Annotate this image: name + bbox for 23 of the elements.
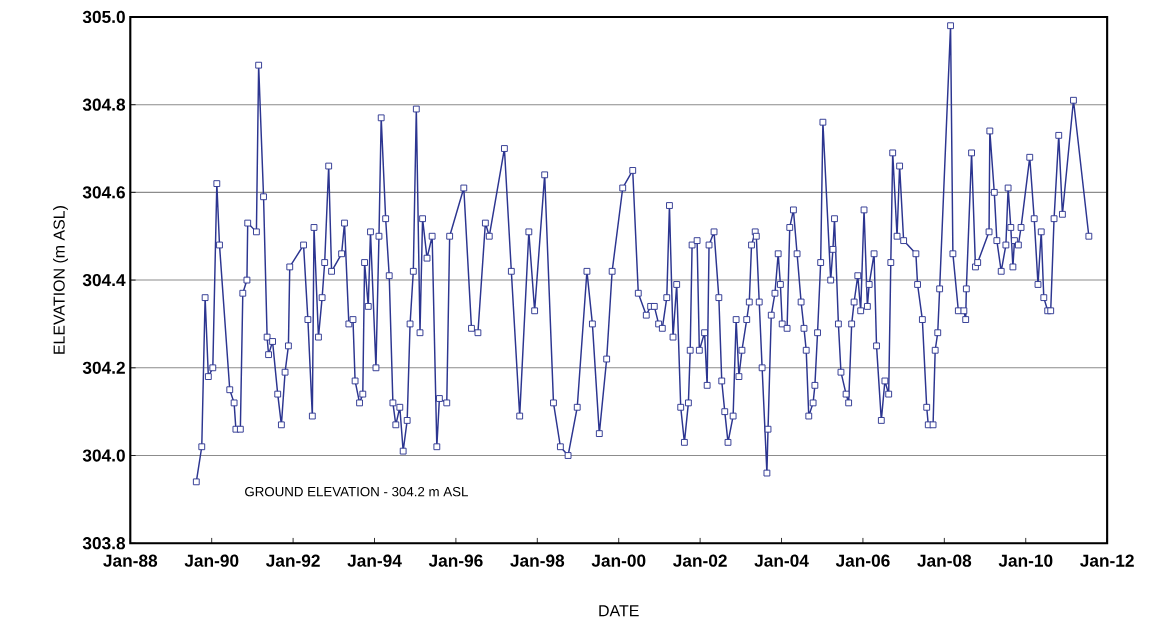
y-tick-label: 304.6 <box>82 186 125 199</box>
x-tick-label: Jan-00 <box>591 554 646 567</box>
x-tick-label: Jan-12 <box>1080 554 1134 567</box>
x-tick-label: Jan-10 <box>998 554 1053 567</box>
x-tick-label: Jan-98 <box>510 554 565 567</box>
y-tick-label: 304.4 <box>82 273 126 287</box>
x-tick-label: Jan-88 <box>103 554 158 567</box>
x-tick-label: Jan-08 <box>917 554 972 567</box>
x-tick-label: Jan-94 <box>347 554 402 567</box>
x-tick-label: Jan-06 <box>835 554 890 567</box>
x-axis-title: DATE <box>599 605 639 617</box>
y-axis-title: ELEVATION (m ASL) <box>53 206 68 354</box>
annotation: GROUND ELEVATION - 304.2 m ASL <box>245 486 468 497</box>
x-tick-label: Jan-04 <box>754 554 809 567</box>
x-tick-label: Jan-90 <box>184 554 239 567</box>
x-tick-label: Jan-02 <box>673 554 727 567</box>
y-tick-label: 303.8 <box>82 537 126 550</box>
y-tick-label: 304.8 <box>82 98 126 111</box>
y-tick-label: 305.0 <box>82 10 125 24</box>
x-tick-label: Jan-96 <box>428 554 483 567</box>
x-tick-label: Jan-92 <box>266 554 320 567</box>
y-tick-label: 304.0 <box>82 449 125 462</box>
y-tick-label: 304.2 <box>82 361 125 374</box>
